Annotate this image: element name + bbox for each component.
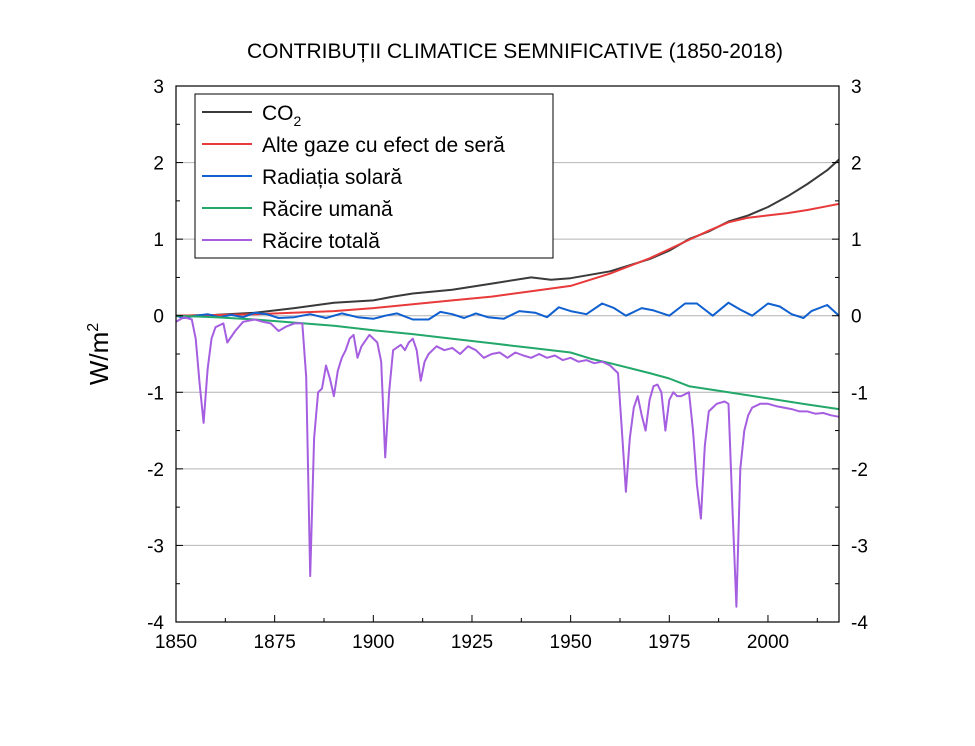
- y-tick-label-right-1: -3: [851, 536, 868, 557]
- y-tick-label-right-0: -4: [851, 613, 868, 634]
- legend-label-4: Răcire totală: [262, 230, 380, 253]
- x-tick-label-6: 2000: [747, 632, 789, 653]
- y-tick-label-right-2: -2: [851, 460, 868, 481]
- y-tick-label-right-4: 0: [851, 307, 862, 328]
- legend-label-3: Răcire umană: [262, 198, 393, 221]
- legend-label-2: Radiația solară: [262, 166, 402, 189]
- series-line-2: [175, 301, 840, 321]
- y-tick-label-left-3: -1: [147, 383, 164, 404]
- y-tick-label-left-2: -2: [147, 460, 164, 481]
- y-tick-label-right-3: -1: [851, 383, 868, 404]
- y-tick-label-right-7: 3: [851, 77, 862, 98]
- y-tick-label-left-1: -3: [147, 536, 164, 557]
- legend-label-1: Alte gaze cu efect de seră: [262, 134, 505, 157]
- y-axis-label-superscript: 2: [85, 323, 102, 332]
- x-tick-label-0: 1850: [155, 632, 197, 653]
- x-tick-label-1: 1875: [254, 632, 296, 653]
- series-line-4: [175, 316, 840, 608]
- x-tick-label-2: 1900: [352, 632, 394, 653]
- y-tick-label-left-7: 3: [153, 77, 164, 98]
- y-tick-label-right-5: 1: [851, 230, 862, 251]
- series-line-1: [175, 202, 840, 317]
- y-tick-label-left-4: 0: [153, 307, 164, 328]
- y-tick-label-left-5: 1: [153, 230, 164, 251]
- y-axis-label: W/m2: [84, 323, 114, 385]
- y-tick-label-right-6: 2: [851, 154, 862, 175]
- legend-label-subscript-0: 2: [294, 113, 302, 129]
- chart-title: CONTRIBUȚII CLIMATICE SEMNIFICATIVE (185…: [247, 40, 783, 63]
- y-tick-label-left-6: 2: [153, 154, 164, 175]
- y-tick-label-left-0: -4: [147, 613, 164, 634]
- series-lines: [175, 158, 840, 608]
- series-line-3: [175, 314, 840, 411]
- x-tick-label-3: 1925: [451, 632, 493, 653]
- x-tick-label-5: 1975: [648, 632, 690, 653]
- series-line-0: [175, 158, 840, 317]
- axis-ticks: -4 -4 -3 -3 -2 -2 -1 -1 0 0 1 1 2 2 3 3 1850 1875 1900 1925…: [147, 77, 868, 653]
- x-tick-label-4: 1950: [550, 632, 592, 653]
- legend-box: [194, 93, 554, 259]
